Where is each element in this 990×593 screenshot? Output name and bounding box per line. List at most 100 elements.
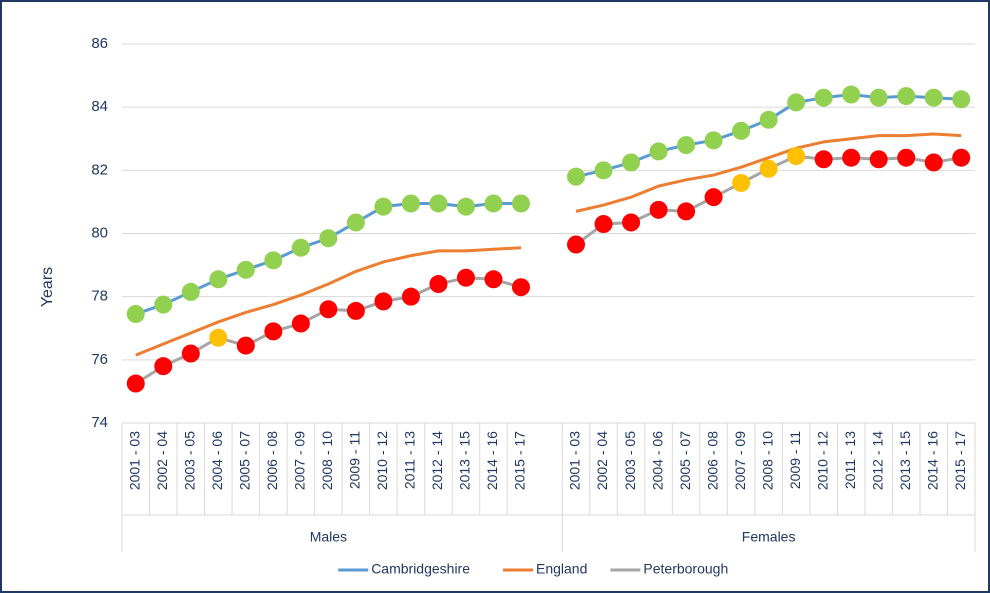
x-tick-label: 2007 - 09 — [292, 431, 308, 490]
data-point — [346, 301, 365, 320]
x-tick-label: 2011 - 13 — [402, 431, 418, 489]
data-point — [209, 270, 228, 289]
data-point — [897, 148, 916, 167]
data-point — [456, 197, 475, 216]
group-label: Females — [742, 529, 796, 545]
data-point — [291, 314, 310, 333]
data-point — [319, 229, 338, 248]
x-tick-label: 2008 - 10 — [319, 431, 335, 490]
data-point — [567, 235, 586, 254]
data-point — [209, 328, 228, 347]
data-point — [732, 121, 751, 140]
data-point — [869, 88, 888, 107]
x-tick-label: 2005 - 07 — [237, 431, 253, 490]
data-point — [429, 194, 448, 213]
legend-label: Cambridgeshire — [371, 561, 470, 577]
data-point — [181, 282, 200, 301]
data-point — [787, 147, 806, 166]
data-point — [511, 194, 530, 213]
data-point — [291, 238, 310, 257]
data-point — [814, 150, 833, 169]
series-line — [135, 132, 962, 357]
x-tick-label: 2013 - 15 — [897, 431, 913, 490]
y-axis-label: Years — [39, 267, 56, 307]
data-point — [787, 93, 806, 112]
data-point — [511, 278, 530, 297]
data-point — [594, 215, 613, 234]
y-tick-label: 76 — [91, 351, 108, 368]
x-tick-label: 2007 - 09 — [732, 431, 748, 490]
data-point — [264, 322, 283, 341]
x-tick-label: 2004 - 06 — [209, 431, 225, 490]
data-point — [622, 153, 641, 172]
y-tick-label: 86 — [91, 35, 108, 52]
data-point — [814, 88, 833, 107]
data-point — [622, 213, 641, 232]
data-point — [704, 131, 723, 150]
data-point — [264, 251, 283, 270]
x-tick-label: 2005 - 07 — [677, 431, 693, 490]
x-tick-label: 2002 - 04 — [594, 431, 610, 490]
data-point — [484, 270, 503, 289]
x-tick-label: 2001 - 03 — [126, 431, 142, 490]
data-point — [869, 150, 888, 169]
data-point — [677, 136, 696, 155]
data-point — [924, 88, 943, 107]
data-point — [897, 87, 916, 106]
data-point — [401, 287, 420, 306]
data-point — [649, 142, 668, 161]
data-point — [484, 194, 503, 213]
group-label: Males — [310, 529, 347, 545]
y-tick-label: 74 — [91, 414, 108, 431]
x-tick-label: 2003 - 05 — [181, 431, 197, 490]
data-point — [319, 300, 338, 319]
data-point — [842, 148, 861, 167]
x-tick-label: 2014 - 16 — [924, 431, 940, 490]
y-tick-label: 80 — [91, 224, 108, 241]
x-tick-label: 2011 - 13 — [842, 431, 858, 489]
data-point — [677, 202, 696, 221]
data-point — [429, 275, 448, 294]
data-point — [952, 148, 971, 167]
data-point — [126, 374, 145, 393]
data-point — [401, 194, 420, 213]
x-tick-label: 2009 - 11 — [347, 431, 363, 489]
x-tick-label: 2001 - 03 — [567, 431, 583, 490]
series-line — [135, 93, 962, 316]
x-tick-label: 2003 - 05 — [622, 431, 638, 490]
data-point — [842, 85, 861, 104]
data-point — [924, 153, 943, 172]
x-tick-label: 2010 - 12 — [814, 431, 830, 490]
legend-label: England — [536, 561, 587, 577]
data-point — [952, 90, 971, 109]
data-point — [567, 167, 586, 186]
data-point — [154, 357, 173, 376]
data-point — [759, 110, 778, 129]
legend-label: Peterborough — [643, 561, 728, 577]
data-point — [154, 295, 173, 314]
x-tick-label: 2015 - 17 — [512, 431, 528, 490]
data-point — [181, 344, 200, 363]
data-point — [456, 268, 475, 287]
x-tick-label: 2009 - 11 — [787, 431, 803, 489]
series-line — [134, 154, 962, 385]
data-point — [236, 260, 255, 279]
x-tick-label: 2015 - 17 — [952, 431, 968, 490]
x-tick-label: 2006 - 08 — [704, 431, 720, 490]
data-point — [374, 292, 393, 311]
y-tick-label: 84 — [91, 98, 108, 115]
data-point — [649, 200, 668, 219]
data-point — [236, 336, 255, 355]
data-point — [346, 213, 365, 232]
x-tick-label: 2010 - 12 — [374, 431, 390, 490]
x-tick-label: 2012 - 14 — [869, 431, 885, 490]
data-point — [374, 197, 393, 216]
data-point — [704, 188, 723, 207]
x-tick-label: 2004 - 06 — [649, 431, 665, 490]
data-point — [759, 159, 778, 178]
data-point — [732, 173, 751, 192]
data-point — [126, 305, 145, 324]
x-tick-label: 2006 - 08 — [264, 431, 280, 490]
x-tick-label: 2012 - 14 — [429, 431, 445, 490]
